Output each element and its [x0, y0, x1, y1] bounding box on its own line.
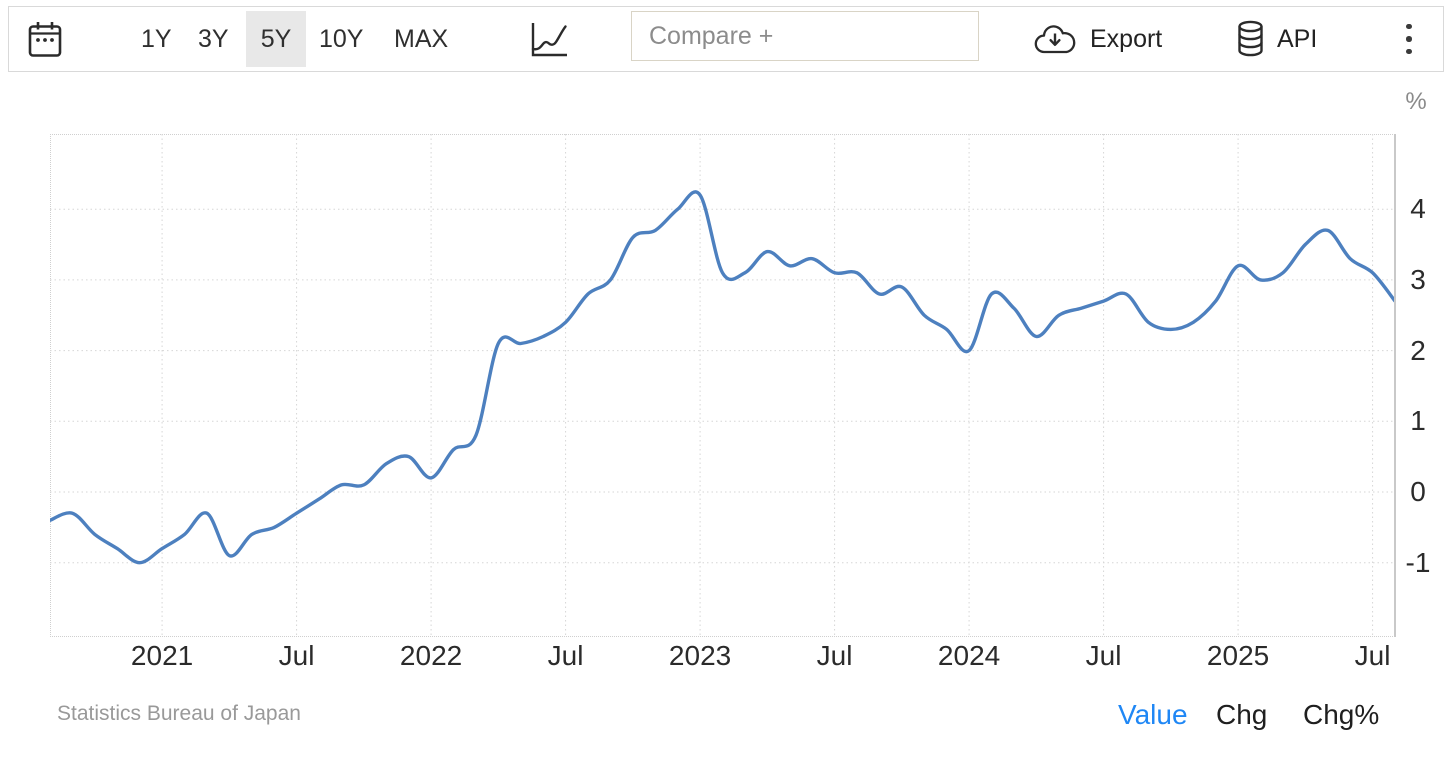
line-chart-icon	[531, 22, 567, 56]
export-button[interactable]: Export	[1033, 24, 1162, 55]
mode-chg[interactable]: Chg	[1216, 699, 1268, 730]
more-options-button[interactable]	[1398, 20, 1420, 59]
api-label: API	[1277, 24, 1318, 53]
x-tick-label: Jul	[278, 640, 315, 671]
cloud-download-icon	[1034, 24, 1076, 53]
compare-input[interactable]	[631, 11, 979, 61]
line-series-svg	[50, 134, 1395, 637]
range-button-3y[interactable]: 3Y	[198, 11, 229, 67]
x-tick-label: Jul	[1085, 640, 1122, 671]
y-tick-label: -1	[1405, 546, 1431, 578]
range-button-5y[interactable]: 5Y	[246, 11, 306, 67]
mode-chg-pct[interactable]: Chg%	[1303, 699, 1380, 730]
y-axis-line	[1394, 134, 1396, 637]
x-tick-label: 2022	[399, 640, 463, 671]
y-tick-label: 3	[1410, 263, 1426, 295]
x-tick-label: 2021	[130, 640, 194, 671]
calendar-button[interactable]	[28, 20, 62, 59]
calendar-icon	[28, 21, 62, 57]
y-tick-label: 2	[1410, 334, 1426, 366]
api-button[interactable]: API	[1237, 20, 1317, 58]
range-button-1y[interactable]: 1Y	[141, 11, 172, 67]
kebab-menu-icon	[1398, 20, 1420, 59]
y-tick-label: 1	[1410, 405, 1426, 437]
x-tick-label: 2023	[668, 640, 732, 671]
chart-type-button[interactable]	[530, 21, 568, 58]
x-tick-label: 2024	[937, 640, 1001, 671]
source-attribution: Statistics Bureau of Japan	[57, 702, 301, 725]
y-tick-label: 4	[1410, 193, 1426, 225]
range-button-10y[interactable]: 10Y	[319, 11, 363, 67]
export-label: Export	[1090, 24, 1163, 53]
x-tick-label: Jul	[1354, 640, 1391, 671]
database-icon	[1238, 20, 1263, 57]
chart-toolbar: Export API 1Y 3Y 5Y 10Y MAX	[8, 6, 1444, 72]
range-button-max[interactable]: MAX	[394, 11, 448, 67]
y-tick-label: 0	[1410, 476, 1426, 507]
x-tick-label: 2025	[1206, 640, 1270, 671]
y-axis-unit: %	[1405, 88, 1427, 115]
plot-area[interactable]	[50, 134, 1395, 637]
inflation-line-series	[50, 190, 1395, 565]
x-tick-label: Jul	[547, 640, 584, 671]
mode-value[interactable]: Value	[1118, 699, 1188, 730]
x-tick-label: Jul	[816, 640, 853, 671]
